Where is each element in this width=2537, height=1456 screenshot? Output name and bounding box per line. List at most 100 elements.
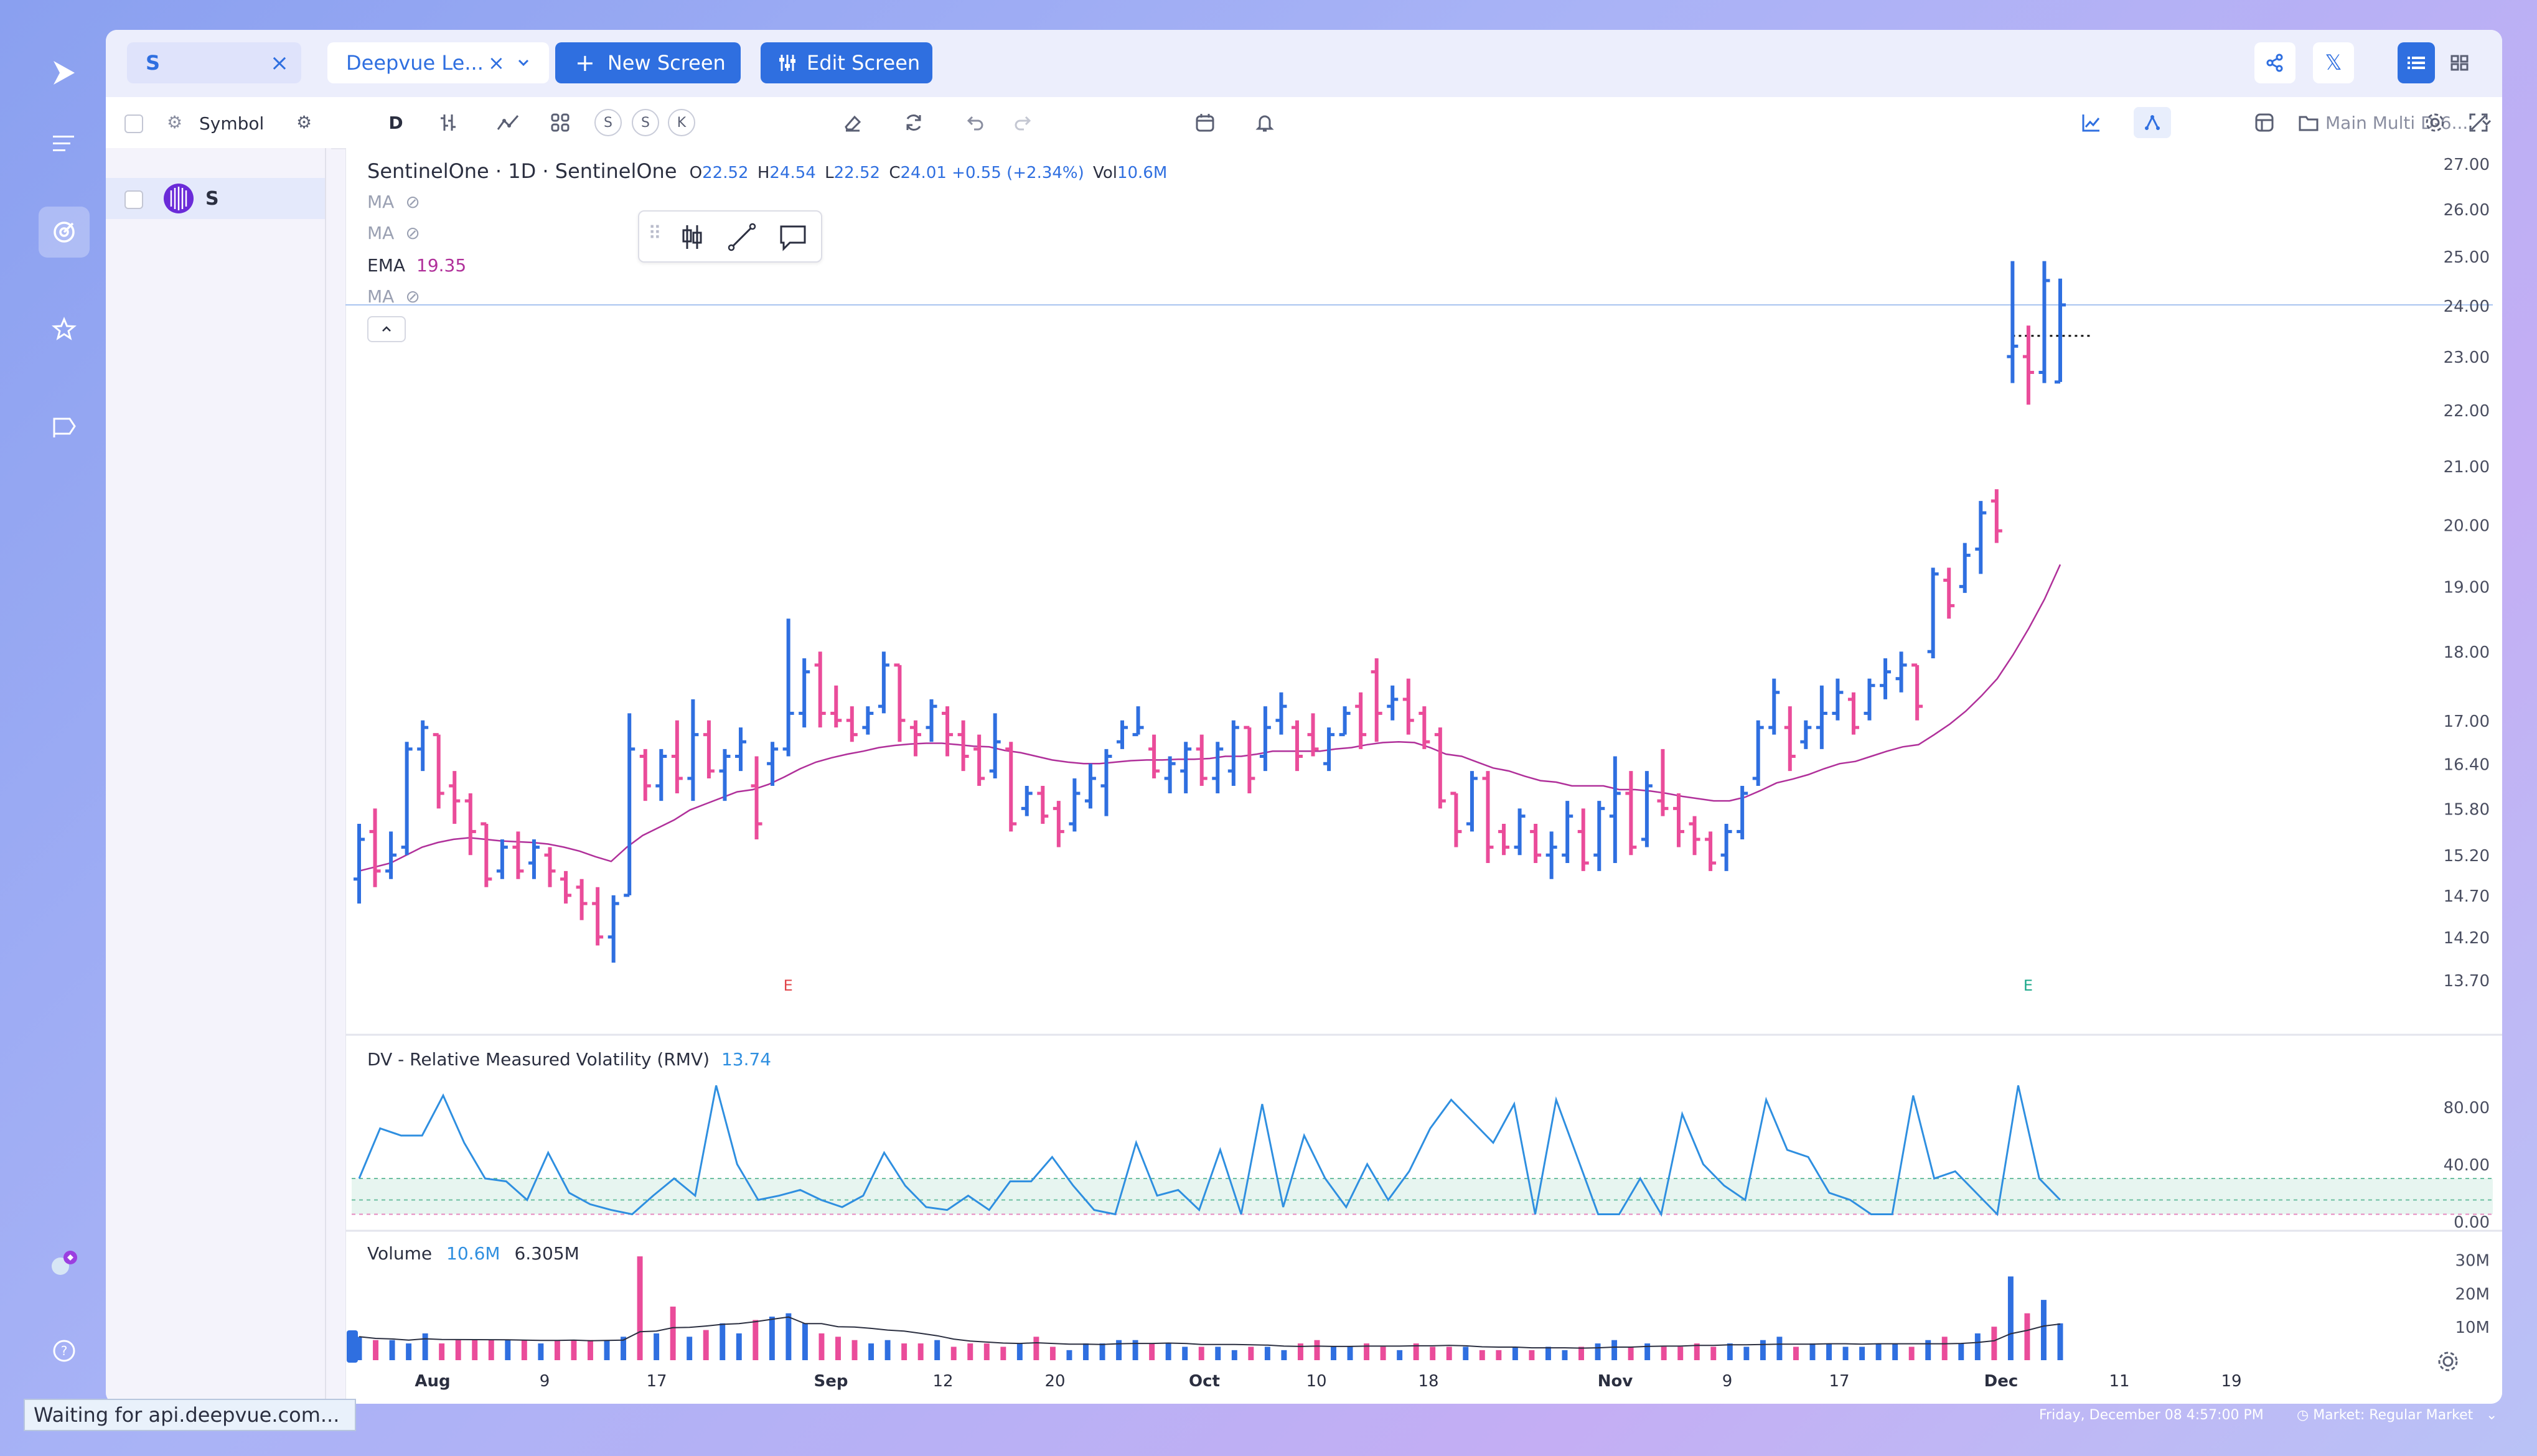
x-twitter-icon[interactable]: 𝕏: [2313, 42, 2354, 83]
hidden-eye-icon[interactable]: ⊘: [405, 223, 420, 243]
ohlc-bar: [671, 720, 683, 794]
help-icon[interactable]: ?: [39, 1325, 90, 1376]
chart-area[interactable]: 27.00 26.00 25.00 24.00 23.00 22.00 21.00 20.00…: [345, 148, 2502, 1404]
drag-handle-icon[interactable]: ⠿: [648, 223, 662, 245]
star-icon[interactable]: [39, 304, 90, 355]
volume-bar: [1958, 1343, 1964, 1360]
hidden-eye-icon[interactable]: ⊘: [405, 192, 420, 212]
s-button-2[interactable]: S: [630, 107, 661, 138]
volume-bar: [621, 1337, 627, 1360]
volume-bar: [1016, 1343, 1023, 1360]
eraser-icon[interactable]: [834, 107, 871, 138]
user-avatar-icon[interactable]: [39, 1237, 90, 1288]
list-view-icon[interactable]: [2398, 42, 2435, 83]
comment-tool-icon[interactable]: [777, 222, 809, 253]
redo-icon[interactable]: [1005, 107, 1042, 138]
s-button-1[interactable]: S: [593, 107, 624, 138]
indicators-icon[interactable]: [489, 107, 527, 138]
volume-bar: [1710, 1346, 1717, 1360]
chevron-down-icon[interactable]: ⌄: [2486, 1407, 2498, 1423]
ohlc-bar: [576, 879, 588, 920]
earnings-marker[interactable]: E: [2023, 977, 2033, 994]
earnings-marker[interactable]: E: [783, 977, 793, 994]
grid-view-icon[interactable]: [2441, 42, 2478, 83]
screener-icon[interactable]: [39, 207, 90, 258]
price-tick-label: 24.00: [2444, 297, 2490, 316]
new-screen-button[interactable]: + New Screen: [555, 42, 741, 83]
clear-search-icon[interactable]: ×: [270, 50, 289, 76]
settings-icon[interactable]: [2416, 107, 2454, 138]
logo-icon[interactable]: [39, 47, 90, 98]
price-tick-label: 17.00: [2444, 712, 2490, 731]
undo-icon[interactable]: [956, 107, 993, 138]
ohlc-bar: [1720, 823, 1732, 871]
chart-canvas[interactable]: 27.00 26.00 25.00 24.00 23.00 22.00 21.00 20.00…: [345, 148, 2502, 1404]
volume-bar: [851, 1340, 858, 1360]
chevron-up-icon: [382, 326, 391, 332]
menu-icon[interactable]: [39, 118, 90, 169]
volume-bar: [1809, 1343, 1816, 1360]
collapse-legend-button[interactable]: [367, 316, 406, 342]
symbol-settings-icon[interactable]: ⚙: [167, 112, 183, 133]
volume-bar: [1132, 1340, 1138, 1360]
interval-button[interactable]: D: [388, 112, 403, 133]
hidden-eye-icon[interactable]: ⊘: [405, 286, 420, 307]
calendar-icon[interactable]: [1186, 107, 1224, 138]
volume-bar: [2057, 1323, 2063, 1360]
ohlc-bar: [1975, 501, 1987, 574]
alert-icon[interactable]: [39, 401, 90, 452]
ema-row[interactable]: EMA 19.35: [367, 255, 466, 276]
rmv-tick-label: 0.00: [2454, 1213, 2490, 1232]
volume-bar: [1314, 1340, 1320, 1360]
search-input[interactable]: S: [146, 51, 161, 75]
select-all-checkbox[interactable]: [124, 114, 143, 133]
panel-toggle-handle[interactable]: [347, 1330, 358, 1363]
price-tick-label: 27.00: [2444, 156, 2490, 174]
legend-title: SentinelOne · 1D · SentinelOne: [367, 159, 677, 183]
volume-bar: [1595, 1343, 1601, 1360]
refresh-icon[interactable]: [895, 107, 932, 138]
ma-row-3[interactable]: MA ⊘: [367, 286, 420, 307]
ohlc-bar: [1196, 734, 1208, 786]
row-checkbox[interactable]: [124, 190, 143, 209]
x-tick-label: 10: [1306, 1372, 1326, 1391]
chart-toolbar: ⚙ Symbol ⚙ D S S K Main Multi D-6...: [106, 97, 2502, 149]
candle-tool-icon[interactable]: [677, 222, 708, 253]
symbol-search[interactable]: S ×: [127, 42, 301, 83]
share-icon[interactable]: [2254, 42, 2295, 83]
ohlc-bar: [1880, 658, 1892, 699]
axis-settings-icon[interactable]: [2436, 1349, 2460, 1374]
templates-icon[interactable]: [542, 107, 579, 138]
volume-bar: [950, 1346, 957, 1360]
volume-bar: [1892, 1343, 1898, 1360]
k-button[interactable]: K: [666, 107, 697, 138]
panel-divider[interactable]: [325, 148, 326, 1404]
volume-panel: [356, 1256, 2063, 1360]
volume-bar: [769, 1317, 775, 1360]
bar-type-icon[interactable]: [429, 107, 467, 138]
bell-icon[interactable]: [1246, 107, 1283, 138]
edit-screen-button[interactable]: Edit Screen: [761, 42, 932, 83]
ma-row-1[interactable]: MA ⊘: [367, 192, 420, 212]
watchlist-row[interactable]: S: [106, 178, 325, 219]
layout-icon[interactable]: [2246, 107, 2283, 138]
ohlc-bar: [719, 749, 731, 801]
fullscreen-icon[interactable]: [2460, 107, 2497, 138]
volume-bar: [703, 1330, 709, 1360]
ma-label: MA: [367, 192, 395, 212]
compare-icon[interactable]: [2134, 107, 2171, 138]
column-settings-icon[interactable]: ⚙: [296, 112, 312, 133]
symbol-column-header[interactable]: Symbol: [199, 113, 265, 134]
tab-deepvue-screen[interactable]: Deepvue Le... ×: [327, 42, 549, 83]
volume-bar: [1727, 1343, 1733, 1360]
ohlc-bar: [1339, 706, 1351, 737]
trendline-tool-icon[interactable]: [726, 222, 757, 253]
ma-row-2[interactable]: MA ⊘: [367, 223, 420, 243]
ohlc-bar: [1768, 678, 1780, 735]
chevron-down-icon[interactable]: [514, 54, 533, 72]
layout-select[interactable]: Main Multi D-6...: [2298, 107, 2497, 138]
close-tab-icon[interactable]: ×: [488, 51, 505, 75]
volume-bar: [983, 1343, 990, 1360]
grid: [345, 148, 2502, 1404]
line-chart-icon[interactable]: [2073, 107, 2110, 138]
